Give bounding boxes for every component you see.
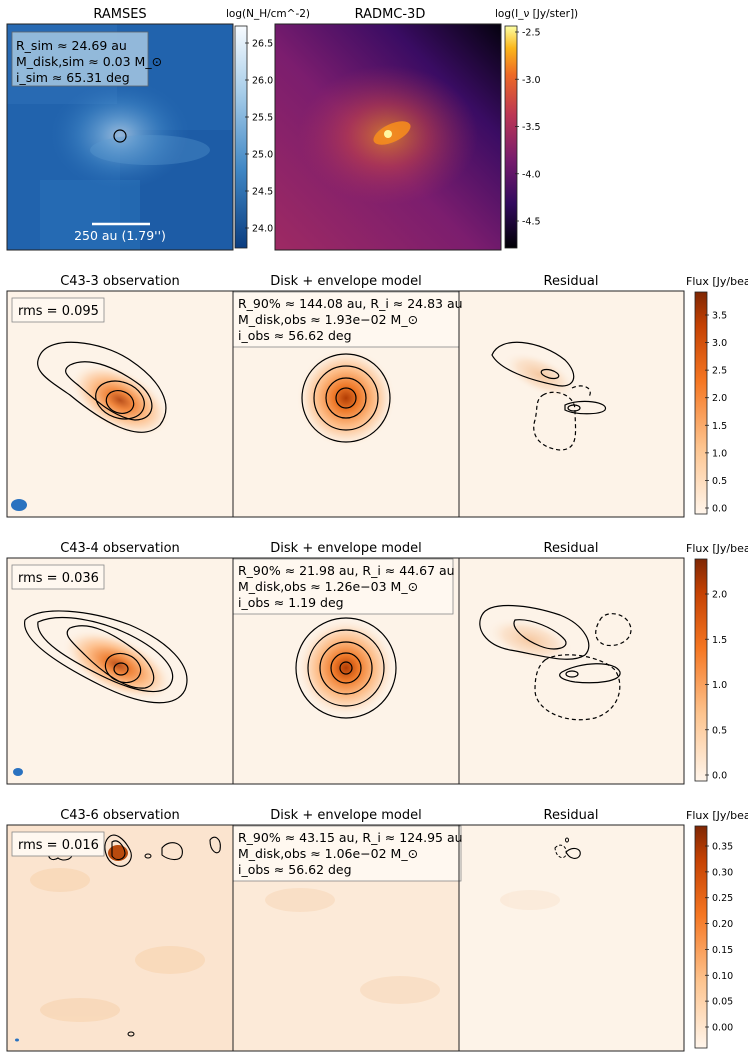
row-colorbar-label: Flux [Jy/beam]: [686, 275, 748, 288]
rms-label: rms = 0.095: [18, 304, 99, 319]
colorbar-tick-label: -4.0: [522, 169, 541, 180]
row-c43-4: C43-4 observation Disk + envelope model …: [6, 541, 748, 785]
radmc-panel: RADMC-3D: [274, 7, 502, 251]
rms-label: rms = 0.016: [18, 838, 99, 853]
colorbar-tick-label: 25.5: [252, 113, 273, 124]
colorbar-tick-label: 0.0: [712, 504, 727, 515]
model-info-line: M_disk,obs ≈ 1.26e−03 M_⊙: [238, 579, 418, 594]
colorbar-tick-label: 1.0: [712, 448, 727, 459]
model-info-line: M_disk,obs ≈ 1.06e−02 M_⊙: [238, 846, 418, 861]
row-c43-3: C43-3 observation Disk + envelope model …: [6, 274, 748, 518]
ramses-info-line: R_sim ≈ 24.69 au: [16, 38, 127, 53]
colorbar-tick-label: 3.5: [712, 311, 727, 322]
sink-marker: [113, 129, 127, 143]
model-info-line: i_obs ≈ 56.62 deg: [238, 328, 352, 343]
colorbar-tick-label: 3.0: [712, 338, 727, 349]
model-info-line: R_90% ≈ 43.15 au, R_i ≈ 124.95 au: [238, 830, 463, 845]
model-info-line: R_90% ≈ 144.08 au, R_i ≈ 24.83 au: [238, 296, 463, 311]
row-residual-title: Residual: [544, 541, 599, 556]
colorbar-tick-label: 26.5: [252, 39, 273, 50]
row-colorbar-label: Flux [Jy/beam]: [686, 542, 748, 555]
ramses-colorbar: log(N_H/cm^-2) 26.5 26.0 25.5 25.0 24.5 24.0: [226, 8, 310, 249]
row-obs-title: C43-6 observation: [60, 808, 180, 823]
rms-box: [11, 564, 105, 590]
row-obs-title: C43-4 observation: [60, 541, 180, 556]
colorbar-tick-label: 2.5: [712, 366, 727, 377]
colorbar-tick-label: 0.30: [712, 867, 733, 878]
colorbar-tick-label: 1.5: [712, 421, 727, 432]
model-info-box: [232, 825, 462, 882]
model-info-line: i_obs ≈ 1.19 deg: [238, 595, 344, 610]
colorbar-tick-label: -3.0: [522, 75, 541, 86]
colorbar-tick-label: 24.0: [252, 224, 273, 235]
beam-ellipse: [13, 768, 23, 776]
colorbar-tick-label: -4.5: [522, 217, 541, 228]
ramses-info-line: i_sim ≈ 65.31 deg: [16, 70, 130, 85]
colorbar-tick-label: 24.5: [252, 187, 273, 198]
colorbar-tick-label: -3.5: [522, 122, 541, 133]
row-residual-title: Residual: [544, 274, 599, 289]
rms-box: [11, 297, 105, 323]
colorbar-tick-label: 0.00: [712, 1023, 733, 1034]
colorbar-tick-label: 0.25: [712, 893, 733, 904]
colorbar-tick-label: -2.5: [522, 28, 541, 39]
scale-bar-label: 250 au (1.79''): [74, 228, 166, 243]
ramses-info-line: M_disk,sim ≈ 0.03 M_⊙: [16, 54, 162, 69]
beam-ellipse: [15, 1038, 19, 1042]
radmc-title: RADMC-3D: [355, 7, 426, 22]
row-model-title: Disk + envelope model: [270, 541, 421, 556]
row-model-title: Disk + envelope model: [270, 808, 421, 823]
colorbar-tick-label: 0.20: [712, 919, 733, 930]
model-info-box: [232, 558, 454, 615]
colorbar-tick-label: 0.35: [712, 842, 733, 853]
row-residual-title: Residual: [544, 808, 599, 823]
ramses-colorbar-label: log(N_H/cm^-2): [226, 8, 310, 20]
colorbar-tick-label: 0.10: [712, 971, 733, 982]
row-model-title: Disk + envelope model: [270, 274, 421, 289]
model-info-line: i_obs ≈ 56.62 deg: [238, 862, 352, 877]
rms-label: rms = 0.036: [18, 571, 99, 586]
radmc-colorbar-label: log(I_ν [Jy/ster]): [495, 8, 578, 20]
rms-box: [11, 831, 105, 857]
colorbar-tick-label: 0.15: [712, 945, 733, 956]
model-info-box: [232, 291, 460, 348]
colorbar-tick-label: 0.5: [712, 476, 727, 487]
beam-ellipse: [11, 499, 27, 511]
colorbar-tick-label: 0.05: [712, 997, 733, 1008]
colorbar-tick-label: 1.0: [712, 680, 727, 691]
colorbar-tick-label: 0.5: [712, 725, 727, 736]
model-info-line: M_disk,obs ≈ 1.93e−02 M_⊙: [238, 312, 418, 327]
model-info-line: R_90% ≈ 21.98 au, R_i ≈ 44.67 au: [238, 563, 455, 578]
ramses-title: RAMSES: [93, 7, 146, 22]
colorbar-tick-label: 2.0: [712, 590, 727, 601]
ramses-panel: RAMSES R_sim ≈ 24.69 au M_disk,sim ≈ 0.0…: [6, 7, 234, 251]
colorbar-tick-label: 1.5: [712, 635, 727, 646]
radmc-colorbar: log(I_ν [Jy/ster]) -2.5 -3.0 -3.5 -4.0 -4.5: [495, 8, 578, 249]
colorbar-tick-label: 26.0: [252, 76, 273, 87]
ramses-info-box: [11, 31, 149, 87]
colorbar-tick-label: 0.0: [712, 771, 727, 782]
row-colorbar-label: Flux [Jy/beam]: [686, 809, 748, 822]
colorbar-tick-label: 25.0: [252, 150, 273, 161]
row-obs-title: C43-3 observation: [60, 274, 180, 289]
row-c43-6: C43-6 observation Disk + envelope model …: [6, 808, 748, 1052]
colorbar-tick-label: 2.0: [712, 393, 727, 404]
